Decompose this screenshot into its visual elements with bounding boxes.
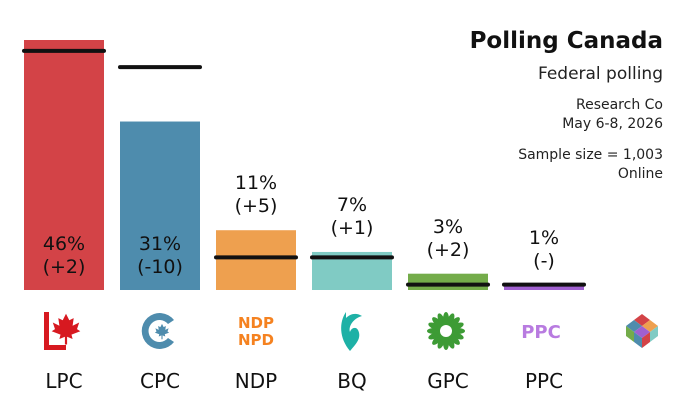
ndp-logo: NDP NPD <box>211 308 301 354</box>
poll-method: Online <box>617 166 663 182</box>
value-label-ndp: 11% (+5) <box>211 172 301 218</box>
svg-text:PPC: PPC <box>521 322 561 343</box>
party-label-gpc: GPC <box>427 369 469 393</box>
change-text: (+2) <box>42 256 86 278</box>
chart-title: Polling Canada <box>469 28 663 54</box>
value-label-ppc: 1% (-) <box>499 227 589 273</box>
bar-ndp <box>216 230 296 290</box>
cpc-logo <box>115 308 205 354</box>
value-label-lpc: 46% (+2) <box>19 233 109 279</box>
polling-canada-logo <box>598 308 686 354</box>
value-label-cpc: 31% (-10) <box>115 233 205 279</box>
party-label-ppc: PPC <box>524 369 564 393</box>
bq-logo <box>306 308 396 354</box>
change-text: (-) <box>533 249 555 272</box>
value-text: 11% <box>234 172 278 195</box>
party-label-bq: BQ <box>337 369 367 393</box>
svg-text:NPD: NPD <box>238 331 274 349</box>
lpc-logo <box>19 308 109 354</box>
change-text: (-10) <box>137 256 183 278</box>
value-label-gpc: 3% (+2) <box>403 216 493 262</box>
bar-cpc <box>120 121 200 291</box>
gpc-logo <box>401 308 491 354</box>
value-label-bq: 7% (+1) <box>307 194 397 240</box>
change-text: (+5) <box>234 195 278 218</box>
value-text: 7% <box>336 193 368 216</box>
bar-ppc <box>504 284 584 290</box>
value-text: 31% <box>138 233 182 255</box>
value-text: 3% <box>432 215 464 238</box>
chart-subtitle: Federal polling <box>537 64 663 84</box>
ppc-logo: PPC <box>496 308 586 354</box>
party-label-ndp: NDP <box>234 369 278 393</box>
poll-dates: May 6-8, 2026 <box>562 116 663 132</box>
bar-lpc <box>24 40 104 290</box>
poll-info: Research Co May 6-8, 2026 <box>562 96 663 134</box>
value-text: 46% <box>42 233 86 255</box>
pollster-name: Research Co <box>575 97 663 113</box>
svg-text:NDP: NDP <box>238 314 274 332</box>
value-text: 1% <box>528 226 560 249</box>
sample-info: Sample size = 1,003 Online <box>518 146 663 184</box>
party-label-cpc: CPC <box>140 369 180 393</box>
party-label-lpc: LPC <box>45 369 83 393</box>
change-text: (+1) <box>330 216 374 239</box>
bar-gpc <box>408 273 488 290</box>
change-text: (+2) <box>426 238 470 261</box>
sample-size: Sample size = 1,003 <box>518 147 663 163</box>
